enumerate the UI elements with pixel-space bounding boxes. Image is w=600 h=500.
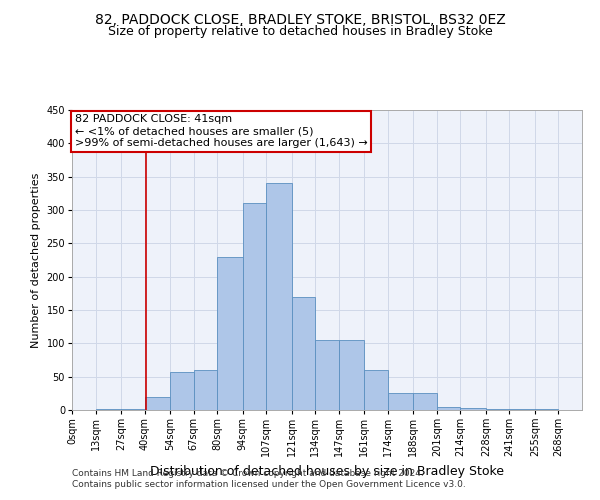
Bar <box>217 256 242 410</box>
Text: Contains HM Land Registry data © Crown copyright and database right 2024.: Contains HM Land Registry data © Crown c… <box>72 468 424 477</box>
Text: Size of property relative to detached houses in Bradley Stoke: Size of property relative to detached ho… <box>107 25 493 38</box>
Text: 82, PADDOCK CLOSE, BRADLEY STOKE, BRISTOL, BS32 0EZ: 82, PADDOCK CLOSE, BRADLEY STOKE, BRISTO… <box>95 12 505 26</box>
Y-axis label: Number of detached properties: Number of detached properties <box>31 172 41 348</box>
Bar <box>145 396 170 410</box>
Bar <box>388 394 413 410</box>
Bar <box>266 184 292 410</box>
Bar <box>364 370 388 410</box>
Bar <box>437 406 460 410</box>
Bar <box>315 340 339 410</box>
Text: Contains public sector information licensed under the Open Government Licence v3: Contains public sector information licen… <box>72 480 466 489</box>
Bar <box>460 408 486 410</box>
Bar <box>194 370 217 410</box>
Bar <box>292 296 315 410</box>
Bar <box>170 372 194 410</box>
Bar <box>242 204 266 410</box>
Text: 82 PADDOCK CLOSE: 41sqm
← <1% of detached houses are smaller (5)
>99% of semi-de: 82 PADDOCK CLOSE: 41sqm ← <1% of detache… <box>74 114 367 148</box>
Bar <box>486 408 509 410</box>
X-axis label: Distribution of detached houses by size in Bradley Stoke: Distribution of detached houses by size … <box>150 465 504 478</box>
Bar <box>339 340 364 410</box>
Bar <box>413 394 437 410</box>
